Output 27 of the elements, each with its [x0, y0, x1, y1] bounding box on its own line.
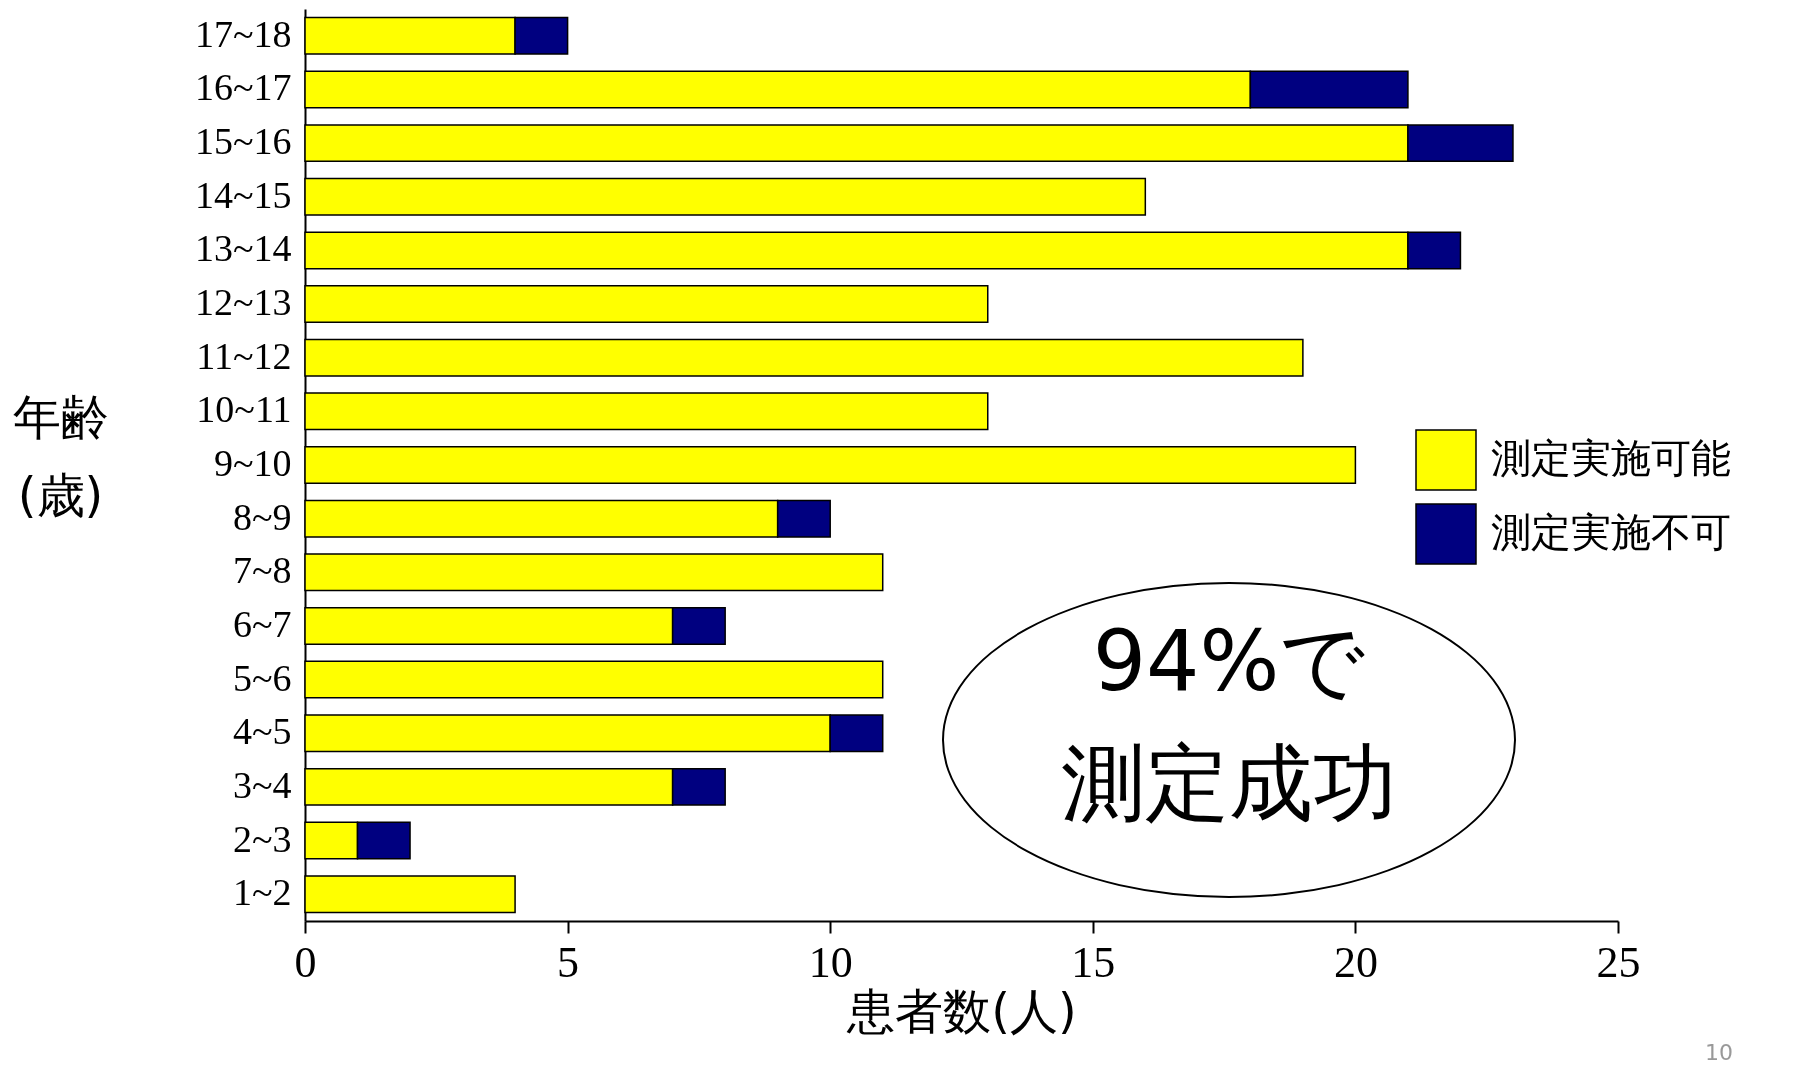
y-tick-label: 7~8 — [232, 549, 292, 592]
y-tick-label: 6~7 — [232, 602, 292, 645]
y-tick-label: 14~15 — [194, 173, 292, 216]
annotation: 94%で — [1091, 611, 1367, 712]
y-tick-label: 5~6 — [232, 656, 292, 699]
y-tick-label: 11~12 — [196, 334, 292, 377]
x-tick-label: 20 — [1333, 937, 1378, 987]
y-tick-label: 8~9 — [232, 495, 292, 538]
text: 10 — [1705, 1040, 1733, 1065]
legend-label: 測定実施可能 — [1491, 435, 1731, 481]
y-tick-label: 16~17 — [194, 66, 292, 109]
y-tick-label: 9~10 — [213, 442, 292, 484]
x-tick-label: 25 — [1596, 937, 1641, 987]
x-tick-label: 5 — [557, 937, 580, 987]
y-tick-label: 3~4 — [232, 763, 292, 806]
legend-label: 測定実施不可 — [1491, 509, 1731, 555]
y-tick-label: 1~2 — [232, 871, 292, 914]
y-tick-label: 4~5 — [232, 710, 292, 753]
y-tick-label: 2~3 — [232, 817, 292, 860]
y-axis-title: 年齢 (歳) — [12, 388, 109, 523]
y-tick-label: 15~16 — [194, 120, 292, 163]
y-tick-label: 10~11 — [196, 388, 292, 431]
y-tick-label: 13~14 — [194, 227, 292, 270]
x-tick-label: 0 — [294, 937, 317, 987]
y-tick-label: 17~18 — [194, 12, 292, 55]
y-tick-label: 12~13 — [194, 281, 292, 324]
annotation: 測定成功 — [1060, 733, 1398, 834]
